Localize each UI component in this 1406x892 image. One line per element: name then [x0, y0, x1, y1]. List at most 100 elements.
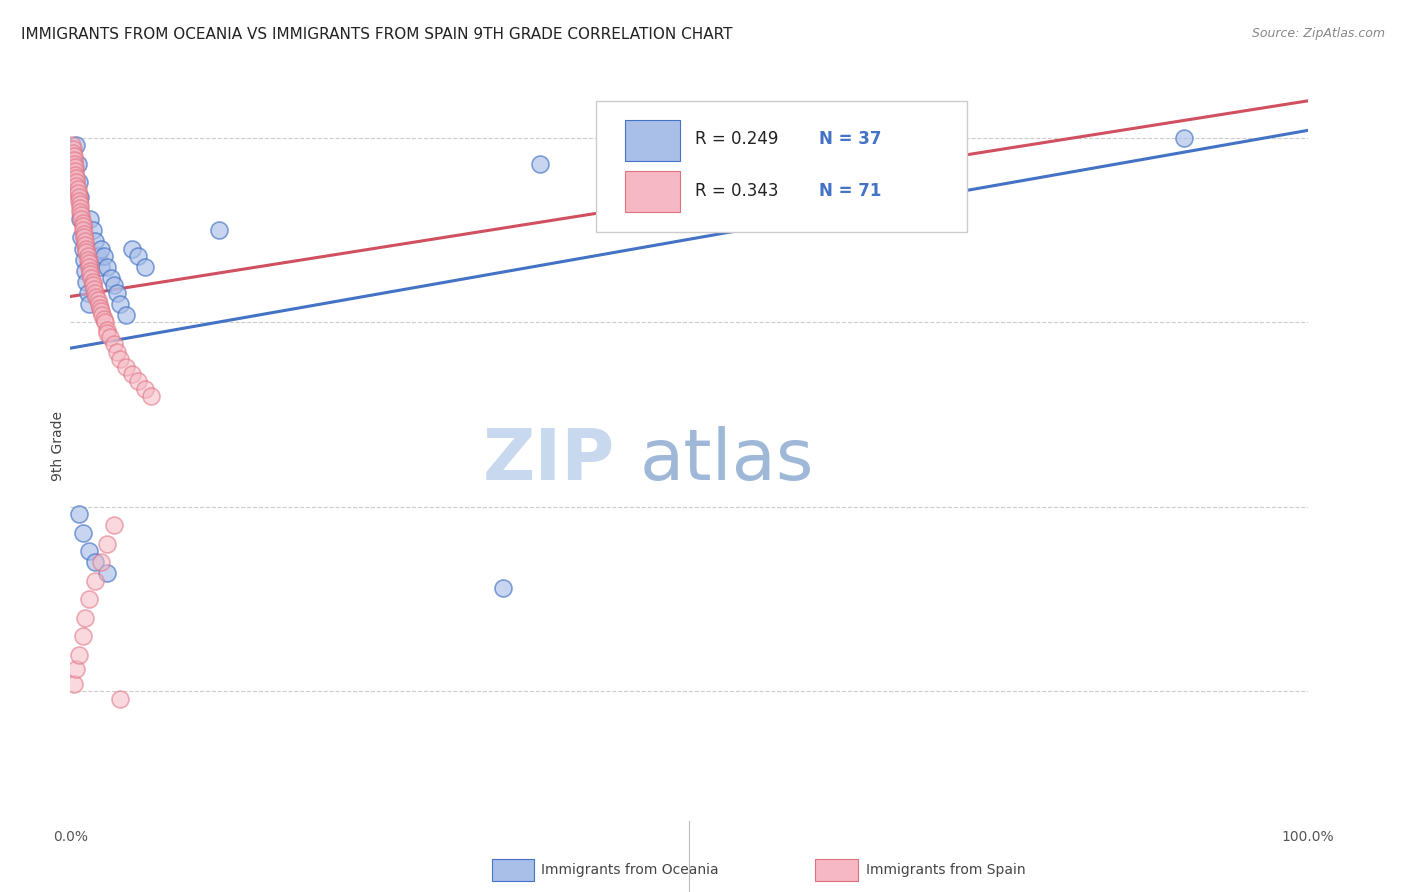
Point	[66, 156, 89, 170]
Point	[69, 197, 91, 211]
Point	[1173, 130, 1195, 145]
Point	[115, 308, 138, 322]
Text: Immigrants from Spain: Immigrants from Spain	[866, 863, 1026, 877]
Point	[139, 389, 162, 403]
Point	[63, 149, 86, 163]
Text: Immigrants from Oceania: Immigrants from Oceania	[541, 863, 718, 877]
Point	[134, 260, 156, 274]
Point	[76, 285, 98, 300]
Point	[83, 282, 105, 296]
Point	[103, 278, 125, 293]
Point	[82, 223, 104, 237]
Point	[72, 629, 94, 643]
Text: R = 0.249: R = 0.249	[695, 130, 779, 148]
Point	[69, 204, 91, 219]
Point	[121, 242, 143, 256]
Point	[67, 194, 90, 208]
Point	[67, 508, 90, 522]
Point	[84, 574, 107, 588]
Point	[63, 677, 86, 691]
Point	[69, 190, 91, 204]
Point	[67, 648, 90, 662]
Point	[62, 145, 84, 160]
Point	[96, 260, 118, 274]
Point	[96, 323, 118, 337]
Point	[96, 537, 118, 551]
Point	[65, 168, 87, 182]
Point	[75, 242, 97, 256]
Text: atlas: atlas	[640, 426, 814, 495]
Point	[75, 610, 97, 624]
Point	[108, 352, 131, 367]
Point	[115, 359, 138, 374]
Text: IMMIGRANTS FROM OCEANIA VS IMMIGRANTS FROM SPAIN 9TH GRADE CORRELATION CHART: IMMIGRANTS FROM OCEANIA VS IMMIGRANTS FR…	[21, 27, 733, 42]
Point	[63, 156, 86, 170]
Point	[73, 227, 96, 241]
Point	[77, 297, 100, 311]
Point	[65, 161, 87, 175]
Point	[73, 230, 96, 244]
Point	[66, 186, 89, 201]
Point	[60, 138, 83, 153]
Point	[89, 301, 111, 315]
Point	[77, 592, 100, 607]
Point	[90, 555, 112, 569]
Text: N = 71: N = 71	[818, 182, 882, 200]
Point	[65, 662, 87, 676]
Point	[72, 525, 94, 540]
Point	[96, 326, 118, 341]
Point	[67, 175, 90, 189]
Point	[80, 271, 103, 285]
Point	[72, 223, 94, 237]
Point	[84, 285, 107, 300]
Point	[65, 171, 87, 186]
Point	[72, 242, 94, 256]
Point	[134, 382, 156, 396]
Point	[127, 375, 149, 389]
Y-axis label: 9th Grade: 9th Grade	[51, 411, 65, 481]
Point	[96, 566, 118, 581]
Point	[69, 201, 91, 215]
Point	[79, 268, 101, 282]
Text: Source: ZipAtlas.com: Source: ZipAtlas.com	[1251, 27, 1385, 40]
Point	[70, 208, 93, 222]
Point	[66, 182, 89, 196]
Point	[87, 297, 110, 311]
Point	[76, 249, 98, 263]
Point	[65, 138, 87, 153]
Point	[94, 315, 117, 329]
Point	[86, 293, 108, 308]
Point	[72, 219, 94, 234]
Point	[93, 311, 115, 326]
Point	[90, 242, 112, 256]
Point	[100, 271, 122, 285]
Point	[86, 249, 108, 263]
Point	[208, 223, 231, 237]
Point	[72, 216, 94, 230]
Point	[127, 249, 149, 263]
Point	[75, 234, 97, 248]
Point	[98, 330, 121, 344]
Point	[73, 252, 96, 267]
Point	[75, 237, 97, 252]
Text: N = 37: N = 37	[818, 130, 882, 148]
Point	[82, 275, 104, 289]
Point	[105, 344, 128, 359]
Point	[75, 245, 97, 260]
Text: ZIP: ZIP	[482, 426, 614, 495]
Point	[77, 544, 100, 558]
Point	[105, 285, 128, 300]
Point	[529, 156, 551, 170]
Point	[75, 275, 97, 289]
Point	[108, 691, 131, 706]
Point	[79, 212, 101, 227]
Point	[103, 518, 125, 533]
Point	[492, 581, 515, 595]
Point	[84, 234, 107, 248]
Point	[70, 212, 93, 227]
Bar	[624, 120, 681, 161]
Point	[67, 190, 90, 204]
Point	[91, 308, 114, 322]
Point	[65, 178, 87, 193]
Point	[65, 175, 87, 189]
